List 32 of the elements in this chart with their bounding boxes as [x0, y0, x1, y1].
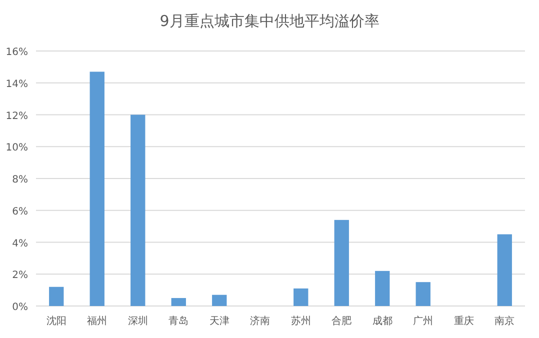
- bar: [90, 72, 104, 306]
- x-tick-label: 广州: [413, 315, 434, 327]
- bar: [294, 288, 308, 306]
- x-tick-label: 济南: [250, 315, 270, 327]
- x-tick-label: 南京: [494, 315, 515, 327]
- chart-title: 9月重点城市集中供地平均溢价率: [160, 12, 380, 30]
- x-tick-label: 青岛: [168, 315, 189, 327]
- bar: [212, 294, 227, 306]
- bar: [334, 220, 349, 306]
- x-tick-label: 合肥: [332, 315, 352, 327]
- bar: [130, 114, 146, 306]
- y-tick-label: 2%: [12, 270, 28, 282]
- x-tick-label: 福州: [87, 315, 108, 327]
- x-tick-label: 天津: [209, 315, 230, 327]
- bar: [497, 234, 512, 306]
- x-tick-label: 成都: [372, 315, 392, 327]
- bar: [49, 286, 64, 306]
- y-tick-label: 16%: [6, 47, 28, 58]
- y-tick-label: 14%: [6, 78, 28, 90]
- y-tick-label: 4%: [12, 238, 28, 250]
- bar: [171, 298, 186, 306]
- x-tick-label: 苏州: [290, 315, 311, 327]
- x-tick-label: 深圳: [128, 315, 148, 327]
- y-tick-label: 8%: [12, 174, 28, 186]
- y-tick-label: 12%: [6, 110, 28, 122]
- y-tick-label: 10%: [6, 142, 28, 154]
- x-tick-label: 沈阳: [46, 315, 66, 327]
- bar: [375, 270, 390, 306]
- y-tick-label: 6%: [12, 206, 28, 218]
- bar: [416, 282, 430, 306]
- y-tick-label: 0%: [12, 302, 28, 313]
- x-tick-label: 重庆: [454, 315, 474, 327]
